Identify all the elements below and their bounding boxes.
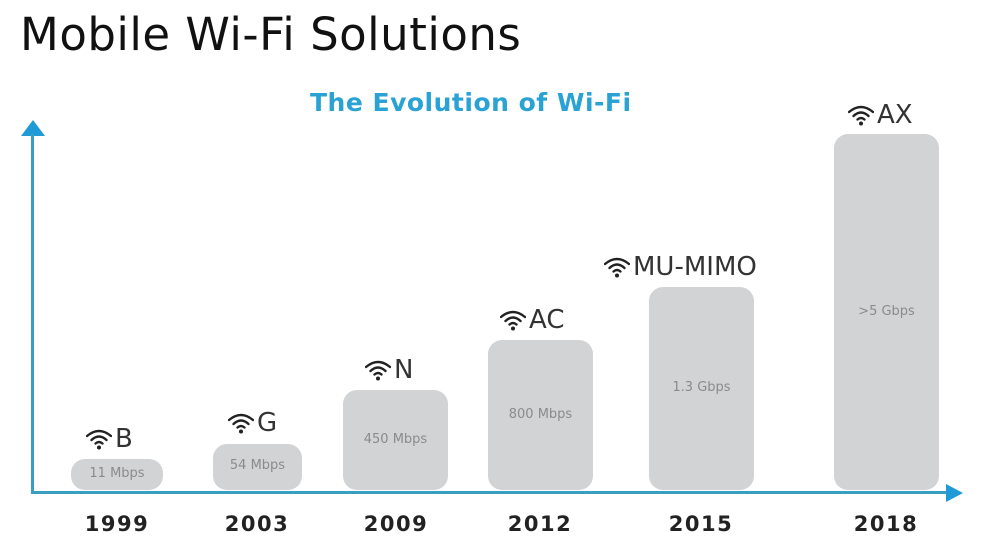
standard-label-ac: AC bbox=[500, 305, 564, 335]
y-axis bbox=[31, 134, 34, 494]
bar-mu-mimo: 1.3 Gbps bbox=[649, 287, 754, 490]
year-label: 2003 bbox=[224, 512, 290, 536]
year-label: 1999 bbox=[84, 512, 150, 536]
bar-ax: >5 Gbps bbox=[834, 134, 939, 490]
bar-value: 54 Mbps bbox=[229, 458, 286, 473]
wifi-icon bbox=[228, 412, 254, 434]
x-axis bbox=[31, 491, 949, 494]
standard-label-n: N bbox=[365, 355, 413, 385]
standard-label-g: G bbox=[228, 408, 277, 438]
standard-label-ax: AX bbox=[848, 100, 913, 130]
y-axis-arrow-icon bbox=[21, 120, 45, 136]
bar-ac: 800 Mbps bbox=[488, 340, 593, 490]
chart-title: The Evolution of Wi-Fi bbox=[310, 88, 632, 117]
x-axis-arrow-icon bbox=[946, 484, 963, 502]
wifi-icon bbox=[604, 256, 630, 278]
bar-g: 54 Mbps bbox=[213, 444, 302, 490]
wifi-icon bbox=[500, 309, 526, 331]
bar-b: 11 Mbps bbox=[71, 459, 163, 490]
bar-value: >5 Gbps bbox=[858, 304, 915, 319]
bar-value: 450 Mbps bbox=[363, 432, 428, 447]
bar-value: 11 Mbps bbox=[89, 466, 145, 481]
year-label: 2012 bbox=[507, 512, 573, 536]
standard-label-mu-mimo: MU-MIMO bbox=[604, 252, 757, 282]
page-title: Mobile Wi-Fi Solutions bbox=[20, 8, 522, 61]
wifi-icon bbox=[848, 104, 874, 126]
bar-n: 450 Mbps bbox=[343, 390, 448, 490]
standard-label-b: B bbox=[86, 424, 133, 454]
year-label: 2009 bbox=[363, 512, 429, 536]
bar-value: 1.3 Gbps bbox=[672, 380, 731, 395]
year-label: 2015 bbox=[668, 512, 734, 536]
wifi-icon bbox=[86, 428, 112, 450]
wifi-icon bbox=[365, 359, 391, 381]
year-label: 2018 bbox=[853, 512, 919, 536]
bar-value: 800 Mbps bbox=[508, 407, 573, 422]
